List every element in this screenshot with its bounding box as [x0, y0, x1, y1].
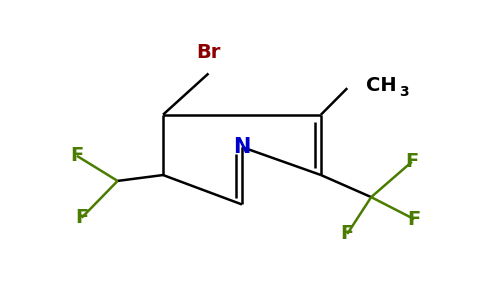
Text: 3: 3 — [399, 85, 408, 99]
Text: F: F — [70, 146, 84, 165]
Text: F: F — [405, 152, 419, 171]
Text: F: F — [408, 210, 421, 229]
Text: Br: Br — [197, 43, 221, 62]
Text: N: N — [233, 137, 251, 157]
Text: F: F — [75, 208, 89, 227]
Text: CH: CH — [366, 76, 397, 95]
Text: F: F — [341, 224, 354, 243]
